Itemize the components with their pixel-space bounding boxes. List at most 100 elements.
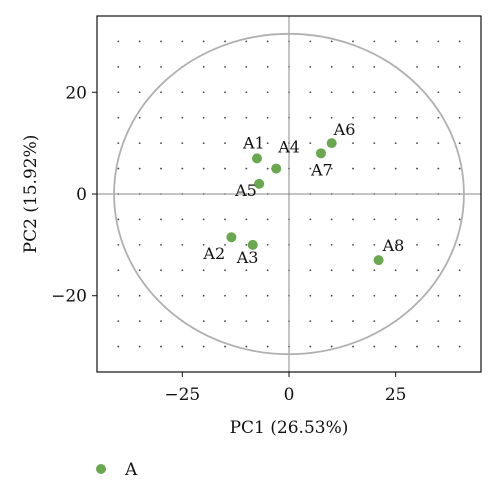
grid-dot xyxy=(224,294,226,297)
grid-dot xyxy=(266,294,269,297)
grid-dot xyxy=(117,116,120,119)
x-tick-label: 25 xyxy=(385,385,407,405)
grid-dot xyxy=(394,91,397,94)
grid-dot xyxy=(138,142,141,145)
grid-dot xyxy=(309,65,312,68)
grid-dot xyxy=(352,345,354,348)
grid-dot xyxy=(224,142,226,145)
grid-dot xyxy=(352,142,354,145)
grid-dot xyxy=(160,142,162,145)
grid-dot xyxy=(394,345,397,348)
grid-dot xyxy=(181,345,184,348)
grid-dot xyxy=(352,243,354,246)
grid-dot xyxy=(458,345,461,348)
grid-dot xyxy=(266,269,269,272)
grid-dot xyxy=(458,243,461,246)
grid-dot xyxy=(330,243,333,246)
grid-dot xyxy=(138,320,141,323)
grid-dot xyxy=(245,218,248,221)
grid-dot xyxy=(458,320,461,323)
point-label-a5: A5 xyxy=(234,181,257,200)
grid-dot xyxy=(202,142,205,145)
grid-dot xyxy=(266,65,269,68)
grid-dot xyxy=(330,91,333,94)
data-point-a7 xyxy=(316,148,326,159)
grid-dot xyxy=(416,167,418,170)
grid-dot xyxy=(224,167,226,170)
legend-marker xyxy=(96,464,106,474)
grid-dot xyxy=(138,91,141,94)
grid-dot xyxy=(117,40,120,43)
grid-dot xyxy=(160,294,162,297)
grid-dot xyxy=(117,320,120,323)
grid-dot xyxy=(202,218,205,221)
grid-dot xyxy=(309,345,312,348)
grid-dot xyxy=(416,91,418,94)
x-axis-ticks: −25 0 25 xyxy=(164,372,406,405)
grid-dot xyxy=(309,142,312,145)
grid-dot xyxy=(394,167,397,170)
grid-dot xyxy=(160,345,162,348)
grid-dot xyxy=(330,116,333,119)
grid-dot xyxy=(245,269,248,272)
grid-dot xyxy=(416,142,418,145)
grid-dot xyxy=(373,116,376,119)
grid-dot xyxy=(352,65,354,68)
grid-dot xyxy=(224,91,226,94)
grid-dot xyxy=(416,294,418,297)
grid-dot xyxy=(181,116,184,119)
grid-dot xyxy=(394,116,397,119)
grid-dot xyxy=(224,243,226,246)
grid-dot xyxy=(373,218,376,221)
grid-dot xyxy=(245,65,248,68)
grid-dot xyxy=(160,167,162,170)
grid-dot xyxy=(117,91,120,94)
grid-dot xyxy=(437,65,440,68)
grid-dot xyxy=(330,65,333,68)
grid-dot xyxy=(352,218,354,221)
grid-dot xyxy=(224,320,226,323)
data-point-a4 xyxy=(271,163,282,174)
grid-dot xyxy=(138,294,141,297)
grid-dot xyxy=(138,243,141,246)
grid-dot xyxy=(138,269,141,272)
grid-dot xyxy=(202,345,205,348)
grid-dot xyxy=(117,294,120,297)
grid-dot xyxy=(458,218,461,221)
grid-dot xyxy=(138,65,141,68)
grid-dot xyxy=(309,243,312,246)
grid-dot xyxy=(394,218,397,221)
grid-dot xyxy=(330,269,333,272)
point-label-a3: A3 xyxy=(236,248,259,267)
grid-dot xyxy=(352,91,354,94)
grid-dot xyxy=(181,218,184,221)
grid-dot xyxy=(160,243,162,246)
grid-dot xyxy=(394,294,397,297)
grid-dot xyxy=(458,167,461,170)
grid-dot xyxy=(330,294,333,297)
y-tick-label: 20 xyxy=(65,83,87,103)
grid-dot xyxy=(138,116,141,119)
grid-dot xyxy=(373,294,376,297)
y-tick-label: −20 xyxy=(51,287,87,307)
grid-dot xyxy=(437,269,440,272)
grid-dot xyxy=(245,116,248,119)
grid-dot xyxy=(160,116,162,119)
grid-dot xyxy=(458,116,461,119)
grid-dot xyxy=(117,243,120,246)
data-point-a6 xyxy=(326,138,337,149)
grid-dot xyxy=(437,167,440,170)
grid-dot xyxy=(245,294,248,297)
data-point-a1 xyxy=(252,153,262,164)
grid-dot xyxy=(416,243,418,246)
data-point-a3 xyxy=(247,239,258,250)
point-label-a4: A4 xyxy=(277,138,300,157)
grid-dot xyxy=(138,345,141,348)
grid-dot xyxy=(416,320,418,323)
point-label-a6: A6 xyxy=(333,120,356,139)
data-point-a2 xyxy=(226,232,237,243)
grid-dot xyxy=(309,116,312,119)
grid-dot xyxy=(373,167,376,170)
grid-dot xyxy=(373,142,376,145)
grid-dot xyxy=(181,91,184,94)
